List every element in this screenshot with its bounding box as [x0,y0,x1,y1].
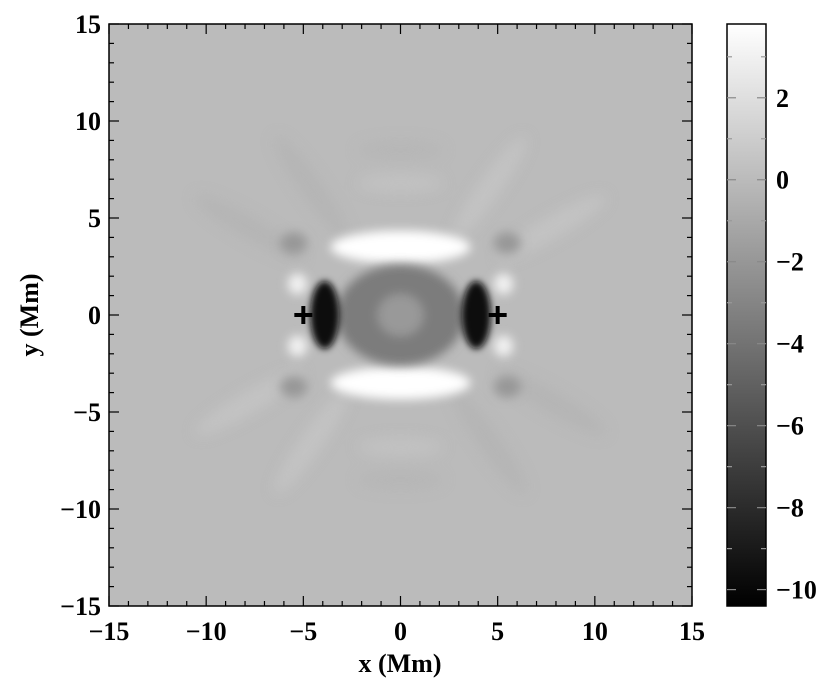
y-tick-label: 0 [88,301,101,330]
ring-band [357,471,444,489]
ray-streak [452,136,527,239]
x-tick-label: 0 [394,617,407,646]
central-core-light [377,293,424,337]
dark-spot [280,376,308,398]
x-tick-label: −10 [186,617,227,646]
colorbar-tick-label: −8 [776,494,804,523]
bright-arc [330,366,471,400]
x-tick-label: 5 [491,617,504,646]
x-tick-label: 10 [582,617,608,646]
ray-streak [274,391,349,494]
ring-band [357,438,444,456]
bright-arc [330,230,471,264]
y-axis: −15 −10 −5 0 5 10 15 [60,10,692,621]
ray-streak [274,136,349,239]
colorbar-gradient [726,23,767,607]
bright-spot [493,335,514,357]
source-markers [294,306,507,324]
colorbar-tick-label: 2 [776,84,789,113]
x-axis-title: x (Mm) [358,649,441,678]
ray-streak [194,370,304,435]
ray-streak [452,391,527,494]
ray-streak [194,195,304,260]
ray-streak [497,370,607,435]
x-axis: −15 −10 −5 0 5 10 15 [89,24,705,646]
dark-spot [280,232,308,254]
x-tick-label: −15 [89,617,130,646]
ring-band [357,174,444,192]
central-depression [336,264,465,366]
ray-pattern [194,136,607,494]
colorbar-tick-label: −6 [776,412,804,441]
colorbar-tick-label: −10 [776,576,817,605]
dark-lobes [310,280,491,350]
source-marker [488,306,507,324]
heatmap-image [109,24,692,606]
ray-streak [497,195,607,260]
y-tick-label: 10 [75,107,101,136]
ring-band [357,141,444,159]
y-tick-label: −15 [60,592,101,621]
y-tick-label: −10 [60,495,101,524]
dark-lobe [310,280,340,350]
colorbar: 2 0 −2 −4 −6 −8 −10 [726,23,817,607]
colorbar-tick-label: 0 [776,166,789,195]
x-tick-label: 15 [679,617,705,646]
colorbar-tick-label: −2 [776,248,804,277]
colorbar-tick-label: −4 [776,330,804,359]
bright-arcs [280,230,521,400]
dark-spot [493,232,521,254]
dark-lobe [461,280,491,350]
bright-spot [493,273,514,295]
y-axis-title: y (Mm) [15,273,44,356]
y-tick-label: −5 [73,398,101,427]
bright-spot [287,273,308,295]
bright-spot [287,335,308,357]
source-marker [294,306,313,324]
y-tick-label: 5 [88,204,101,233]
dark-spot [493,376,521,398]
x-tick-label: −5 [289,617,317,646]
y-tick-label: 15 [75,10,101,39]
